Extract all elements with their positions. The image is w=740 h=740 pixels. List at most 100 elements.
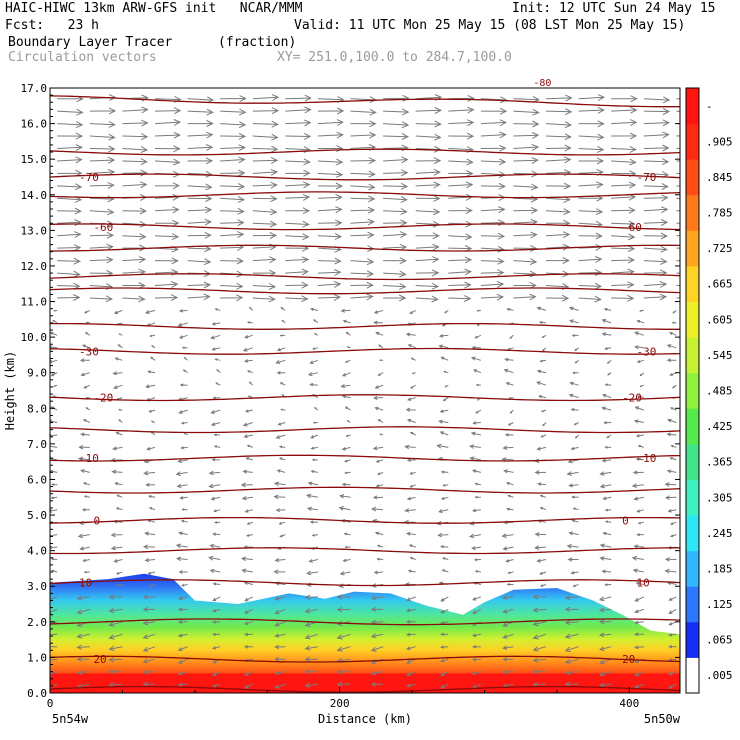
vector-arrow <box>212 596 221 602</box>
vector-arrow <box>148 507 156 511</box>
vector-arrow <box>181 508 188 511</box>
vector-arrow <box>513 258 538 266</box>
vector-arrow <box>374 406 384 411</box>
vector-arrow <box>438 333 449 338</box>
vector-arrow <box>507 571 514 575</box>
vector-arrow <box>89 231 115 239</box>
vector-arrow <box>472 608 482 614</box>
colorbar-label: .725 <box>706 242 733 255</box>
vector-arrow <box>632 470 644 475</box>
vector-arrow <box>85 407 91 411</box>
vector-arrow <box>57 231 82 239</box>
vector-arrow <box>252 107 280 115</box>
vector-arrow <box>474 570 481 573</box>
vector-arrow <box>532 594 546 600</box>
vector-arrow <box>215 382 221 386</box>
vector-arrow <box>212 582 221 586</box>
vector-arrow <box>448 132 475 140</box>
contour-line <box>50 191 680 199</box>
vector-arrow <box>643 293 668 301</box>
vector-arrow <box>149 334 156 338</box>
vector-arrow <box>643 108 671 115</box>
vector-arrow <box>448 158 474 166</box>
contour-label: -30 <box>79 345 99 358</box>
vector-arrow <box>317 219 343 227</box>
vector-arrow <box>274 633 286 638</box>
vector-arrow <box>639 372 645 377</box>
vector-arrow <box>244 683 254 689</box>
vector-arrow <box>383 208 408 215</box>
vector-arrow <box>209 543 221 549</box>
vector-arrow <box>279 382 286 386</box>
vector-arrow <box>344 545 351 549</box>
vector-arrow <box>405 619 416 624</box>
vector-arrow <box>370 506 384 512</box>
vector-arrow <box>415 282 440 290</box>
vector-arrow <box>178 570 188 574</box>
vector-arrow <box>636 319 644 324</box>
vector-arrow <box>89 133 116 141</box>
vector-arrow <box>108 607 123 614</box>
vector-arrow <box>285 268 309 276</box>
vector-arrow <box>148 495 156 499</box>
vector-arrow <box>350 293 374 301</box>
contour-line <box>50 223 680 231</box>
vector-arrow <box>539 507 547 511</box>
contour-label: 20 <box>93 653 106 666</box>
vector-arrow <box>83 384 91 389</box>
vector-arrow <box>154 281 179 288</box>
header-forecast-hour: Fcst: 23 h <box>5 18 99 33</box>
vector-arrow <box>538 320 547 324</box>
vector-arrow <box>472 596 482 601</box>
vector-arrow <box>304 594 318 600</box>
vector-arrow <box>668 332 677 336</box>
contour-line <box>50 618 680 626</box>
colorbar-swatch <box>686 159 699 196</box>
vector-arrow <box>317 170 344 178</box>
vector-arrow <box>181 346 188 349</box>
vector-arrow <box>566 471 579 476</box>
contour-label: 0 <box>622 514 629 527</box>
vector-arrow <box>668 645 677 649</box>
vector-arrow <box>632 568 644 573</box>
vector-arrow <box>108 621 123 627</box>
colorbar-label: .125 <box>706 598 733 611</box>
vector-arrow <box>378 433 384 436</box>
vector-arrow <box>50 596 58 602</box>
vector-arrow <box>178 531 188 536</box>
vector-arrow <box>142 681 155 687</box>
vector-arrow <box>122 181 148 189</box>
colorbar-label: .245 <box>706 527 733 540</box>
vector-arrow <box>532 657 547 663</box>
vector-arrow <box>502 657 514 662</box>
vector-arrow <box>177 671 188 676</box>
vector-arrow <box>534 470 547 475</box>
vector-arrow <box>578 94 606 102</box>
vector-arrow <box>442 397 449 402</box>
vector-arrow <box>383 195 408 203</box>
vector-arrow <box>638 309 644 312</box>
vector-arrow <box>539 359 547 363</box>
colorbar-swatch <box>686 230 699 267</box>
y-tick-label: 10.0 <box>21 331 48 344</box>
vector-arrow <box>370 681 384 687</box>
vector-arrow <box>208 483 221 489</box>
vector-arrow <box>187 245 212 253</box>
vector-arrow <box>179 496 188 500</box>
vector-arrow <box>211 632 221 637</box>
vector-arrow <box>274 608 286 615</box>
vector-arrow <box>545 108 573 116</box>
vector-arrow <box>77 456 90 462</box>
vector-arrow <box>415 107 443 114</box>
vector-arrow <box>336 669 351 675</box>
vector-arrow <box>409 556 416 560</box>
vector-arrow <box>57 270 81 278</box>
vector-arrow <box>317 119 345 126</box>
vector-arrow <box>317 107 345 115</box>
vector-arrow <box>611 106 638 114</box>
vector-arrow <box>532 646 547 652</box>
vector-arrow <box>374 384 384 389</box>
y-axis-label: Height (km) <box>3 351 17 430</box>
vector-arrow <box>505 507 514 511</box>
